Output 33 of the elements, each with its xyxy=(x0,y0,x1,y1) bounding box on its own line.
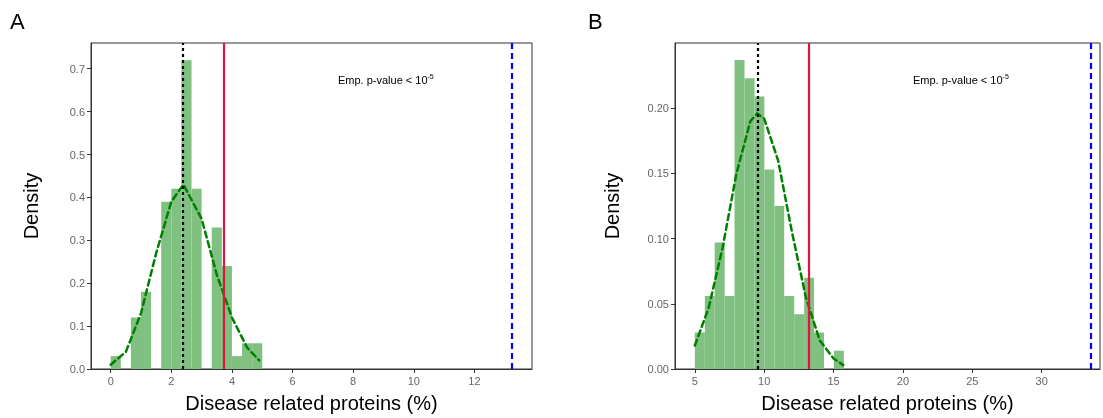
y-tick-label: 0.05 xyxy=(647,297,669,310)
line-series xyxy=(693,112,845,367)
x-tick-label: 0 xyxy=(107,374,114,387)
x-tick-label: 25 xyxy=(966,374,979,387)
y-tick-label: 0.20 xyxy=(647,102,669,115)
y-axis-title: Density xyxy=(601,172,623,240)
x-tick-label: 30 xyxy=(1035,374,1048,387)
x-tick-label: 15 xyxy=(827,374,840,387)
y-tick-label: 0.0 xyxy=(69,363,85,375)
y-tick-label: 0.7 xyxy=(69,62,85,75)
x-axis-title: Disease related proteins (%) xyxy=(185,392,438,414)
y-tick-label: 0.3 xyxy=(69,234,85,247)
x-tick-label: 10 xyxy=(407,374,420,387)
y-tick-label: 0.4 xyxy=(69,191,85,204)
x-tick-label: 2 xyxy=(168,374,175,387)
x-tick-label: 8 xyxy=(350,374,357,387)
y-tick-label: 0.00 xyxy=(647,363,669,375)
chart-title: A xyxy=(10,8,25,34)
x-tick-label: 12 xyxy=(468,374,481,387)
chart-title: B xyxy=(588,8,603,34)
y-tick-label: 0.5 xyxy=(69,148,85,161)
y-tick-label: 0.1 xyxy=(69,320,85,333)
x-tick-label: 4 xyxy=(228,374,235,387)
y-axis-title: Density xyxy=(20,172,42,240)
x-axis-title: Disease related proteins (%) xyxy=(761,392,1014,414)
x-tick-label: 6 xyxy=(289,374,296,387)
y-tick-label: 0.10 xyxy=(647,232,669,245)
x-tick-label: 5 xyxy=(691,374,698,387)
x-tick-label: 20 xyxy=(896,374,910,387)
y-tick-label: 0.2 xyxy=(69,277,85,290)
y-tick-label: 0.6 xyxy=(69,105,85,118)
y-tick-label: 0.15 xyxy=(647,167,669,180)
x-tick-label: 10 xyxy=(758,374,771,387)
